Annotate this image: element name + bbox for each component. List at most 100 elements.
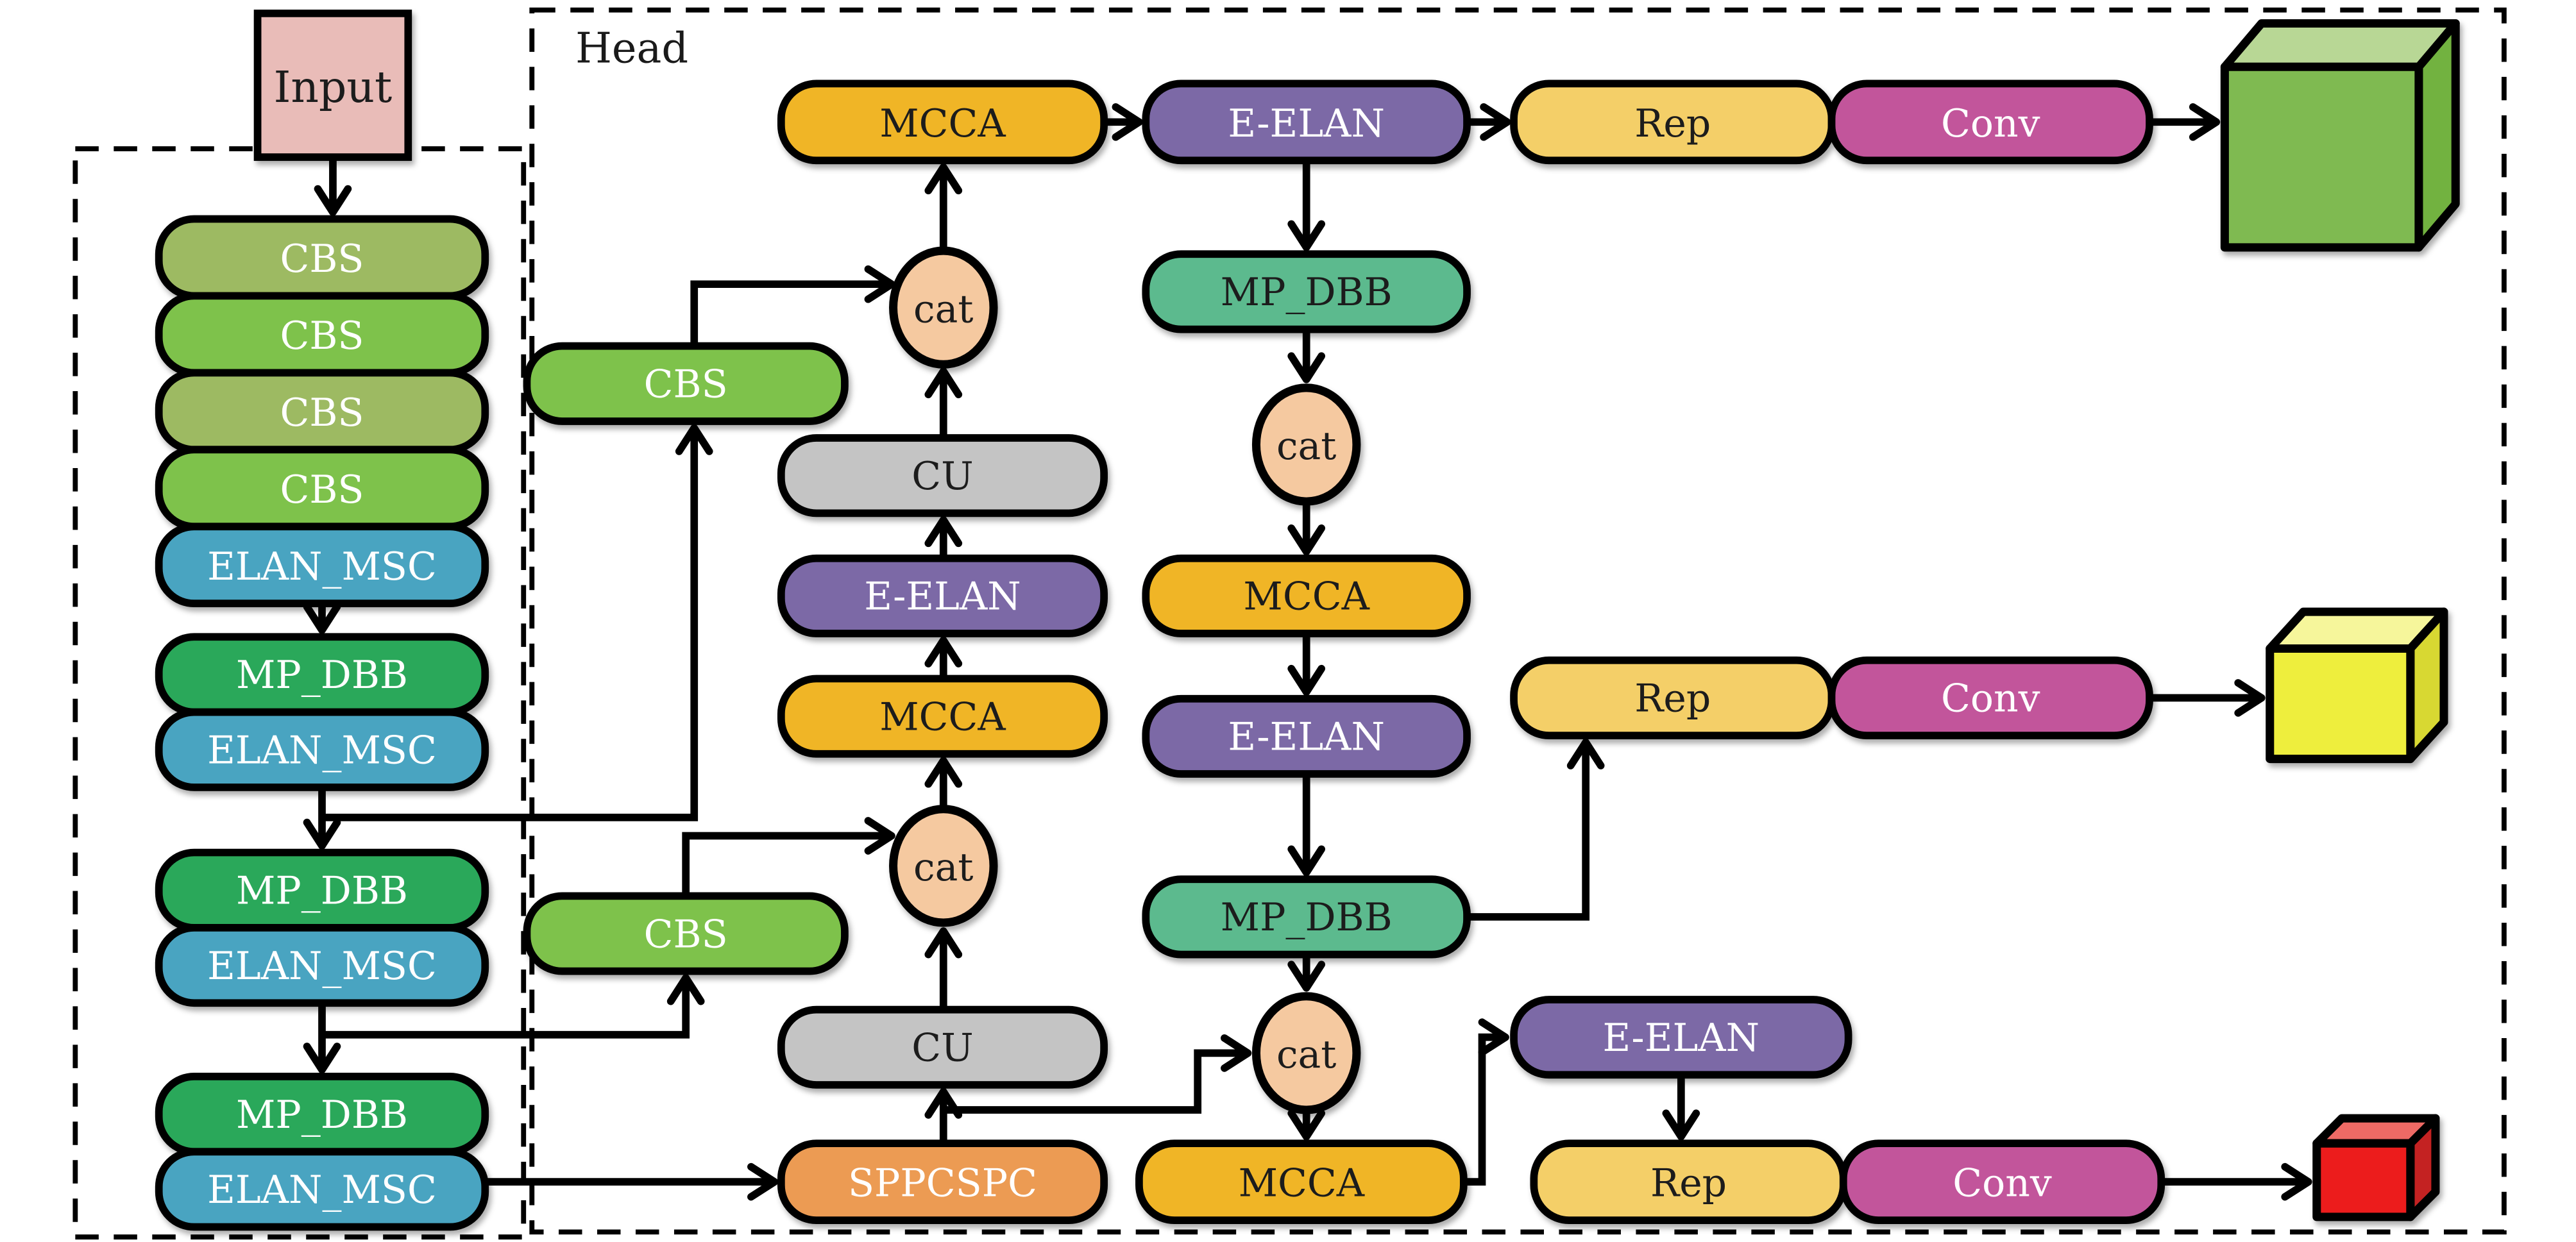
node-backbone-mp-dbb-2: MP_DBB: [155, 848, 489, 932]
backbone-cbs-2-label: CBS: [280, 314, 364, 358]
conv-top-label: Conv: [1941, 101, 2040, 146]
node-cat-4: cat: [1251, 992, 1361, 1114]
conv-mid-shape: [1827, 656, 2153, 739]
green-cube-front-face: [2220, 62, 2423, 252]
edge-mcca-bottom-eelan-bottom: [1463, 1018, 1509, 1186]
e-elan-mid-label: E-ELAN: [1228, 715, 1385, 760]
node-conv-bottom: Conv: [1839, 1139, 2165, 1224]
edge-elanmsc2-cbs-upper: [322, 424, 713, 821]
mcca-bottom-label: MCCA: [1239, 1161, 1365, 1206]
node-e-elan-left: E-ELAN: [777, 554, 1108, 637]
backbone-cbs-1-label: CBS: [280, 237, 364, 281]
conv-top-shape: [1827, 80, 2153, 165]
head-cbs-upper-shape: [523, 342, 849, 425]
node-backbone-elan-msc-2: ELAN_MSC: [155, 708, 489, 791]
cat-1-label: cat: [913, 287, 973, 331]
node-backbone-mp-dbb-1: MP_DBB: [155, 633, 489, 716]
input-label: Input: [274, 62, 393, 112]
backbone-elan-msc-1-label: ELAN_MSC: [207, 544, 437, 589]
rep-top-label: Rep: [1634, 101, 1711, 146]
backbone-elan-msc-1-shape: [155, 523, 489, 607]
e-elan-top-shape: [1142, 80, 1471, 165]
mcca-mid-shape: [1142, 554, 1471, 637]
node-e-elan-mid: E-ELAN: [1142, 694, 1471, 778]
output-large-green-cube-icon: [2220, 19, 2460, 252]
node-cu-1: CU: [777, 434, 1108, 517]
edge-mpdbb-head2-rep-mid: [1467, 738, 1605, 921]
node-e-elan-top: E-ELAN: [1142, 80, 1471, 165]
e-elan-bottom-shape: [1510, 996, 1852, 1079]
mcca-left-shape: [777, 675, 1108, 758]
mcca-bottom-shape: [1135, 1139, 1468, 1224]
edge-cbs-lower-cat2: [682, 817, 895, 896]
backbone-mp-dbb-1-label: MP_DBB: [236, 653, 408, 698]
edge-cbs-upper-cat1: [690, 265, 895, 346]
node-mcca-top: MCCA: [777, 80, 1108, 165]
node-conv-top: Conv: [1827, 80, 2153, 165]
head-region-label: Head: [575, 24, 688, 73]
backbone-mp-dbb-3-label: MP_DBB: [236, 1093, 408, 1137]
sppcspc-shape: [777, 1139, 1108, 1224]
connection-arrows: [303, 103, 2312, 1201]
node-input: Input: [253, 9, 412, 161]
backbone-mp-dbb-2-label: MP_DBB: [236, 869, 408, 914]
backbone-cbs-4-label: CBS: [280, 467, 364, 512]
node-backbone-cbs-4: CBS: [155, 446, 489, 531]
head-cbs-lower-label: CBS: [644, 912, 728, 957]
cat-4-shape: [1251, 992, 1361, 1114]
e-elan-left-label: E-ELAN: [864, 575, 1021, 619]
edge-sppcspc-cat4: [943, 1034, 1252, 1114]
backbone-blocks: CBS CBS CBS CBS ELAN_MSC MP_DBB ELAN_MSC: [155, 215, 489, 1231]
sppcspc-label: SPPCSPC: [848, 1161, 1037, 1206]
cat-3-label: cat: [1276, 424, 1336, 469]
cat-2-label: cat: [913, 845, 973, 890]
node-backbone-elan-msc-4: ELAN_MSC: [155, 1148, 489, 1231]
backbone-elan-msc-3-label: ELAN_MSC: [207, 944, 437, 989]
node-mcca-left: MCCA: [777, 675, 1108, 758]
mcca-mid-label: MCCA: [1243, 575, 1369, 619]
mp-dbb-head-2-shape: [1142, 875, 1471, 959]
backbone-elan-msc-2-shape: [155, 708, 489, 791]
backbone-elan-msc-3-shape: [155, 924, 489, 1007]
head-cbs-blocks: CBS CBS: [523, 342, 849, 975]
head-cbs-upper-label: CBS: [644, 362, 728, 407]
edge-elanmsc3-cbs-lower: [322, 974, 705, 1039]
input-shape: [253, 9, 412, 161]
node-backbone-mp-dbb-3: MP_DBB: [155, 1073, 489, 1156]
node-cat-1: cat: [889, 246, 998, 369]
cat-2-shape: [889, 805, 998, 927]
node-cat-2: cat: [889, 805, 998, 927]
node-cat-3: cat: [1251, 383, 1361, 506]
mcca-top-label: MCCA: [879, 101, 1006, 146]
node-rep-bottom: Rep: [1530, 1139, 1847, 1224]
node-head-cbs-upper: CBS: [523, 342, 849, 425]
cu-2-shape: [777, 1005, 1108, 1089]
e-elan-mid-shape: [1142, 694, 1471, 778]
mp-dbb-head-2-label: MP_DBB: [1221, 895, 1393, 940]
cat-4-label: cat: [1276, 1032, 1336, 1077]
backbone-cbs-3-label: CBS: [280, 390, 364, 435]
cu-1-label: CU: [911, 454, 973, 499]
mp-dbb-head-1-shape: [1142, 250, 1471, 333]
head-output-rows: Rep Conv Rep Conv E-ELAN Rep Conv: [1510, 80, 2165, 1224]
node-conv-mid: Conv: [1827, 656, 2153, 739]
conv-bottom-label: Conv: [1953, 1161, 2052, 1206]
node-mp-dbb-head-2: MP_DBB: [1142, 875, 1471, 959]
head-left-column: MCCA cat CU E-ELAN MCCA cat CU SPPCSPC: [777, 80, 1108, 1224]
cat-3-shape: [1251, 383, 1361, 506]
node-backbone-cbs-1: CBS: [155, 215, 489, 300]
e-elan-bottom-label: E-ELAN: [1603, 1016, 1760, 1061]
node-backbone-cbs-3: CBS: [155, 369, 489, 454]
mcca-top-shape: [777, 80, 1108, 165]
output-medium-yellow-cube-icon: [2266, 607, 2448, 764]
node-backbone-elan-msc-1: ELAN_MSC: [155, 523, 489, 607]
backbone-elan-msc-4-shape: [155, 1148, 489, 1231]
backbone-elan-msc-4-label: ELAN_MSC: [207, 1168, 437, 1213]
e-elan-left-shape: [777, 554, 1108, 637]
rep-bottom-label: Rep: [1650, 1161, 1727, 1206]
node-mp-dbb-head-1: MP_DBB: [1142, 250, 1471, 333]
conv-mid-label: Conv: [1941, 676, 2040, 721]
mcca-left-label: MCCA: [879, 694, 1006, 739]
